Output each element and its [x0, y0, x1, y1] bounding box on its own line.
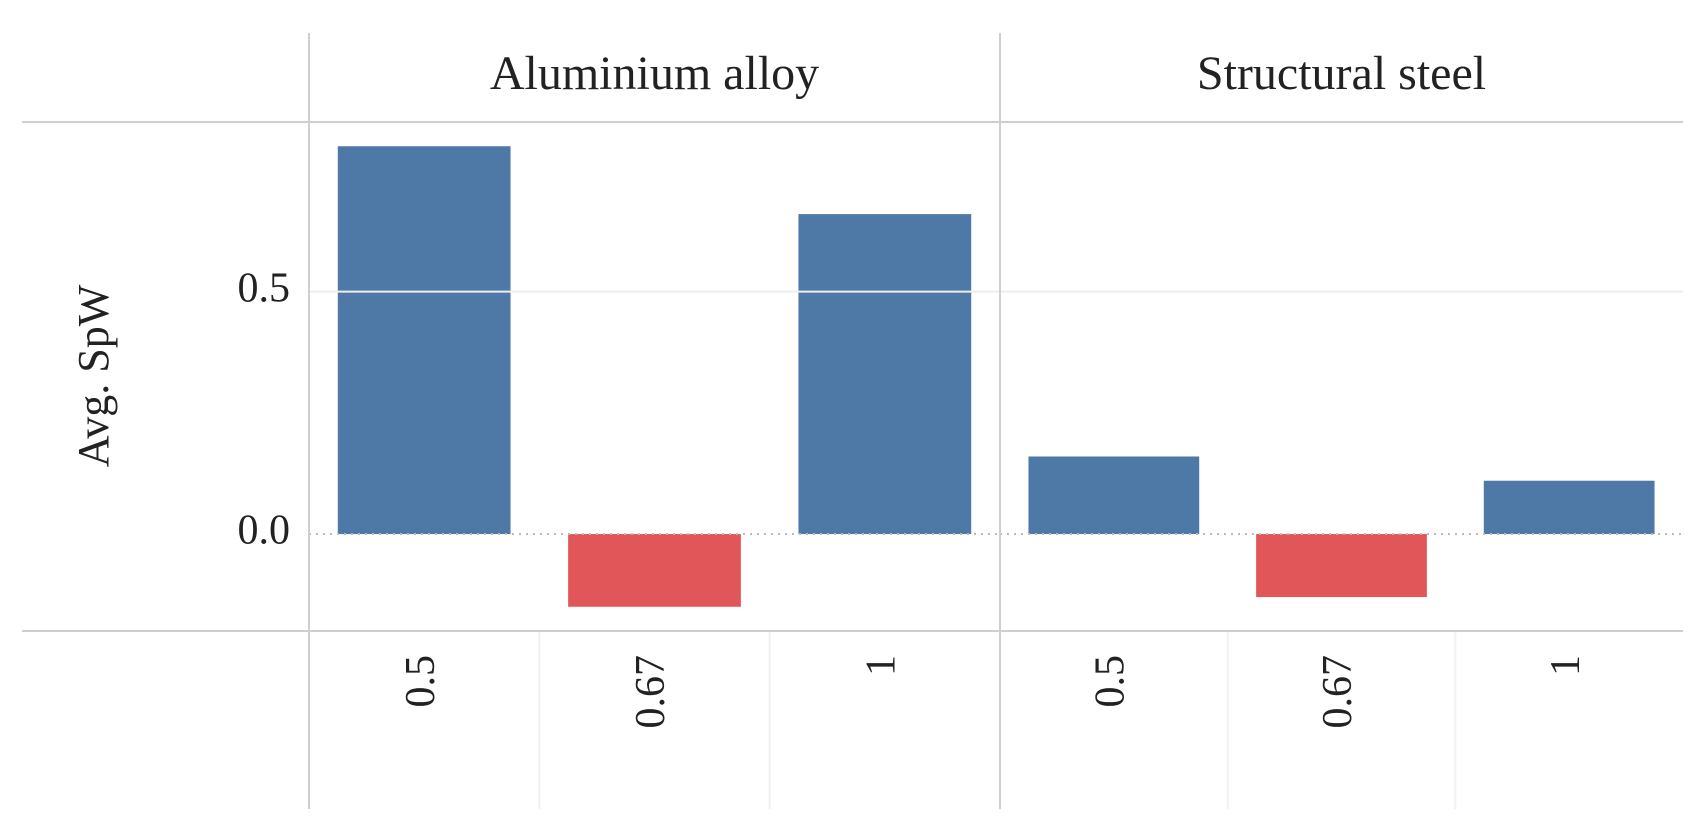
- x-tick-label: 0.67: [1315, 655, 1361, 729]
- bar: [337, 146, 511, 535]
- bar: [1028, 456, 1200, 535]
- x-tick-label: 1: [858, 655, 904, 676]
- x-tick-label: 1: [1543, 655, 1589, 676]
- y-axis-title: Avg. SpW: [69, 284, 118, 467]
- x-tick-label: 0.5: [1087, 655, 1133, 708]
- x-tick-label: 0.5: [398, 655, 444, 708]
- bar: [568, 534, 741, 607]
- x-tick-label: 0.67: [628, 655, 674, 729]
- y-tick-label: 0.5: [238, 265, 291, 311]
- y-tick-label: 0.0: [238, 508, 291, 554]
- bar: [1256, 534, 1427, 598]
- bar: [1483, 480, 1655, 535]
- facet-title: Structural steel: [1197, 47, 1486, 100]
- bar: [798, 214, 972, 535]
- facet-title: Aluminium alloy: [490, 47, 819, 100]
